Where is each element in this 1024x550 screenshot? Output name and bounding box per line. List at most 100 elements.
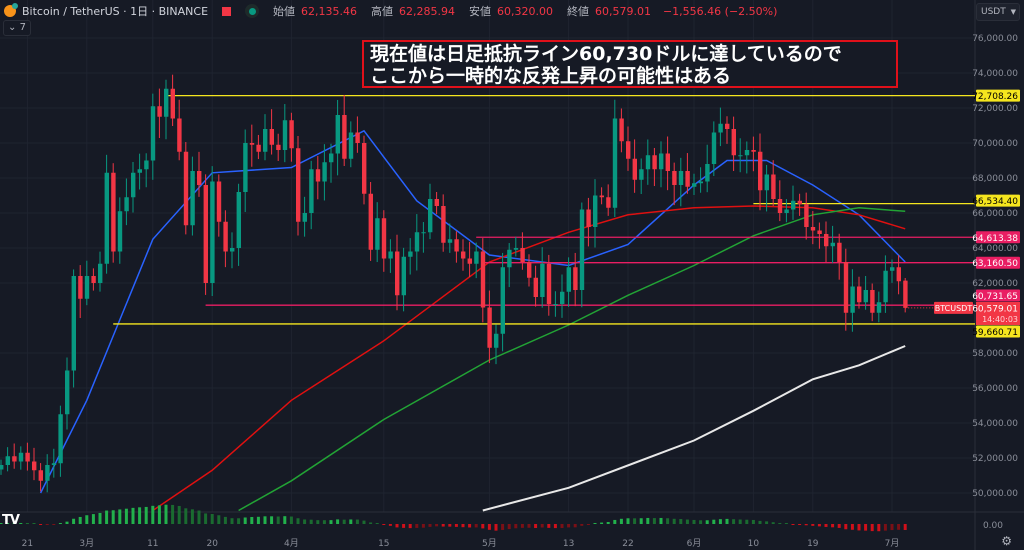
candle bbox=[764, 164, 769, 212]
oscillator-bar bbox=[39, 524, 43, 525]
candle bbox=[725, 116, 730, 144]
candle-body bbox=[533, 277, 538, 297]
oscillator-bar bbox=[283, 516, 287, 524]
oscillator-bar bbox=[890, 524, 894, 531]
candle bbox=[25, 442, 30, 471]
candle-body bbox=[32, 461, 37, 471]
candle-body bbox=[230, 248, 235, 252]
settings-gear-icon[interactable]: ⚙ bbox=[1001, 534, 1012, 548]
oscillator-bar bbox=[745, 519, 749, 524]
oscillator-bar bbox=[12, 523, 16, 524]
candle-body bbox=[355, 132, 360, 143]
candle-body bbox=[593, 195, 598, 227]
low-value: 60,320.00 bbox=[497, 4, 553, 18]
oscillator-bar bbox=[474, 524, 478, 528]
candle-body bbox=[12, 456, 17, 462]
currency-value: USDT bbox=[981, 7, 1006, 17]
candle-body bbox=[329, 153, 334, 163]
candle bbox=[731, 116, 736, 172]
candle-body bbox=[395, 251, 400, 296]
oscillator-bar bbox=[210, 513, 214, 524]
candle-body bbox=[494, 333, 499, 348]
oscillator-bar bbox=[791, 524, 795, 525]
oscillator-bar bbox=[864, 524, 868, 531]
candle bbox=[249, 124, 255, 167]
oscillator-bar bbox=[151, 505, 155, 524]
candle bbox=[817, 222, 822, 249]
level-label-bg bbox=[976, 256, 1020, 269]
candle bbox=[447, 223, 453, 253]
candle-body bbox=[177, 118, 182, 152]
oscillator-bar bbox=[72, 518, 76, 524]
oscillator-bar bbox=[144, 506, 148, 524]
candle bbox=[117, 197, 123, 264]
currency-select[interactable]: USDT ▼ bbox=[976, 3, 1020, 21]
oscillator-bar bbox=[672, 518, 676, 524]
candle-body bbox=[157, 106, 162, 117]
symbol-title[interactable]: Bitcoin / TetherUS · 1日 · BINANCE bbox=[22, 5, 209, 18]
candle-body bbox=[797, 200, 802, 205]
candle bbox=[738, 138, 743, 173]
oscillator-bar bbox=[540, 524, 544, 528]
oscillator-bar bbox=[619, 518, 623, 524]
candle bbox=[487, 290, 492, 364]
candle-body bbox=[131, 172, 136, 198]
indicators-toggle[interactable]: ⌄ 7 bbox=[3, 20, 31, 36]
candle bbox=[150, 93, 156, 180]
candle-body bbox=[322, 162, 327, 182]
candle bbox=[5, 447, 10, 472]
candle-body bbox=[144, 160, 149, 170]
candle bbox=[296, 136, 301, 236]
last-price-label: 60,579.01 bbox=[972, 305, 1018, 315]
candle-body bbox=[500, 267, 505, 334]
oscillator-bar bbox=[725, 518, 729, 524]
candle-body bbox=[124, 197, 129, 212]
low-label: 安値 bbox=[469, 5, 491, 18]
candle bbox=[164, 79, 169, 140]
oscillator-bar bbox=[883, 524, 887, 531]
candle-body bbox=[738, 155, 743, 157]
candle bbox=[494, 324, 499, 365]
candle bbox=[362, 135, 367, 205]
oscillator-bar bbox=[501, 524, 505, 530]
level-price-label: 59,660.71 bbox=[972, 325, 1020, 338]
oscillator-bar bbox=[685, 519, 689, 524]
candle bbox=[441, 194, 446, 252]
candle bbox=[0, 459, 4, 475]
candle-body bbox=[632, 158, 637, 180]
candle-body bbox=[381, 218, 387, 259]
candle-body bbox=[725, 123, 730, 129]
flag-icon[interactable] bbox=[222, 6, 232, 16]
candle bbox=[883, 255, 888, 313]
candle-body bbox=[540, 263, 545, 297]
candle-body bbox=[25, 452, 30, 462]
oscillator-bar bbox=[600, 522, 604, 524]
oscillator-bar bbox=[32, 523, 36, 524]
oscillator-bar bbox=[435, 524, 439, 527]
y-tick-label: 50,000.00 bbox=[972, 489, 1018, 499]
candle bbox=[593, 179, 598, 248]
symbol-label-bg bbox=[934, 301, 973, 314]
candle-body bbox=[612, 118, 618, 208]
candle bbox=[527, 254, 532, 287]
oscillator-bar bbox=[237, 518, 241, 524]
candle-body bbox=[84, 276, 90, 299]
y-tick-label: 74,000.00 bbox=[972, 69, 1018, 79]
candle bbox=[381, 210, 387, 272]
candle-body bbox=[249, 143, 255, 145]
candle-body bbox=[711, 132, 717, 164]
oscillator-bar bbox=[877, 524, 881, 532]
candle bbox=[395, 234, 400, 311]
candle-body bbox=[698, 181, 703, 184]
candle-body bbox=[824, 234, 829, 247]
candle-body bbox=[850, 286, 855, 313]
candle bbox=[599, 187, 604, 205]
candle-body bbox=[18, 452, 24, 462]
x-tick-label: 22 bbox=[622, 539, 633, 549]
candle bbox=[104, 154, 109, 274]
candle bbox=[190, 156, 195, 236]
oscillator-bar bbox=[91, 514, 95, 524]
oscillator-bar bbox=[204, 513, 208, 524]
level-price-label: 60,731.65 bbox=[972, 289, 1020, 302]
